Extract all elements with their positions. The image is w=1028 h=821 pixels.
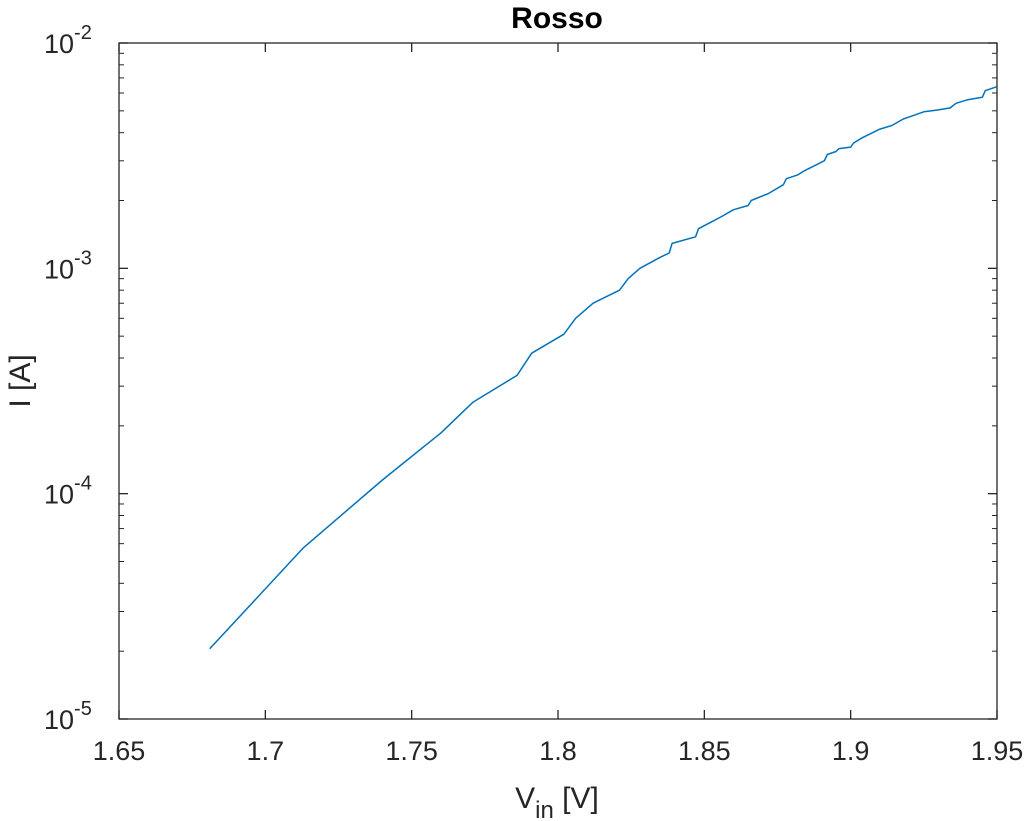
series-line-0	[209, 85, 998, 650]
x-tick-label: 1.65	[93, 736, 146, 766]
axes-box	[118, 42, 998, 720]
x-tick-label: 1.8	[539, 736, 577, 766]
y-tick-label-exponent: -4	[74, 473, 92, 495]
x-axis-label-main: V	[515, 782, 535, 815]
x-axis-label-subscript: in	[535, 797, 554, 821]
x-tick-label: 1.7	[247, 736, 285, 766]
x-tick-label: 1.75	[385, 736, 438, 766]
x-tick-label: 1.95	[971, 736, 1024, 766]
chart-title: Rosso	[511, 2, 603, 35]
y-tick-label-exponent: -2	[74, 22, 92, 44]
x-axis-label: Vin [V]	[515, 782, 599, 821]
y-tick-label-base: 10	[44, 254, 74, 284]
y-tick-label: 10-3	[44, 247, 92, 284]
x-axis-ticks: 1.65 1.7 1.75 1.8 1.85 1.9 1.95	[93, 736, 1024, 766]
plot-area	[118, 42, 998, 720]
x-axis-label-unit: [V]	[554, 782, 599, 815]
y-tick-label-base: 10	[44, 705, 74, 735]
y-tick-label-base: 10	[44, 29, 74, 59]
y-tick-label-exponent: -3	[74, 247, 92, 269]
y-axis-ticks: 10-510-410-310-2	[44, 22, 92, 735]
y-axis-label: I [A]	[4, 354, 37, 407]
x-tick-label: 1.85	[678, 736, 731, 766]
y-tick-label: 10-4	[44, 473, 92, 510]
y-tick-label-exponent: -5	[74, 698, 92, 720]
y-tick-label-base: 10	[44, 480, 74, 510]
y-tick-label: 10-2	[44, 22, 92, 59]
y-tick-label: 10-5	[44, 698, 92, 735]
x-tick-label: 1.9	[832, 736, 870, 766]
